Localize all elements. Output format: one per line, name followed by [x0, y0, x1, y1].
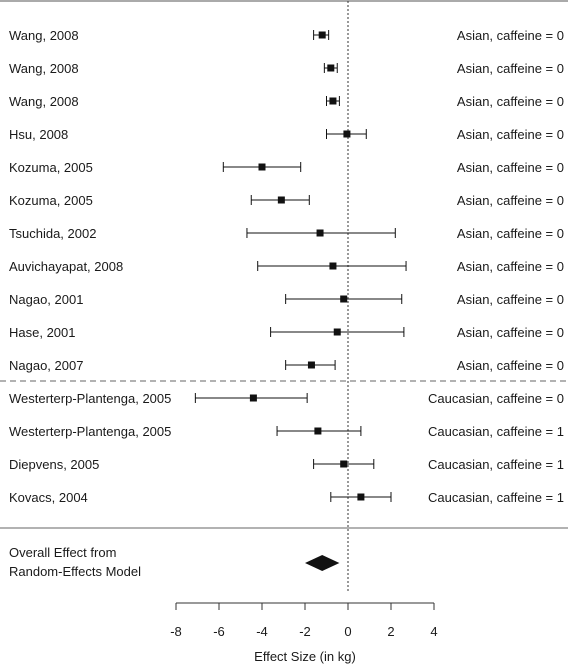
- study-row: Westerterp-Plantenga, 2005 Caucasian, caf…: [9, 391, 564, 406]
- x-tick-label: -6: [213, 624, 225, 639]
- study-group: Caucasian, caffeine = 1: [428, 457, 564, 472]
- study-group: Caucasian, caffeine = 1: [428, 424, 564, 439]
- study-group: Caucasian, caffeine = 0: [428, 391, 564, 406]
- point-estimate: [343, 130, 351, 138]
- study-name: Kozuma, 2005: [9, 160, 93, 175]
- study-group: Asian, caffeine = 0: [457, 226, 564, 241]
- study-row: Auvichayapat, 2008 Asian, caffeine = 0: [9, 259, 564, 274]
- study-row: Hsu, 2008 Asian, caffeine = 0: [9, 127, 564, 142]
- point-estimate: [249, 394, 257, 402]
- study-row: Nagao, 2007 Asian, caffeine = 0: [9, 358, 564, 373]
- point-estimate: [329, 97, 337, 105]
- study-row: Diepvens, 2005 Caucasian, caffeine = 1: [9, 457, 564, 472]
- study-row: Wang, 2008 Asian, caffeine = 0: [9, 28, 564, 43]
- x-tick-label: -8: [170, 624, 182, 639]
- study-group: Asian, caffeine = 0: [457, 193, 564, 208]
- study-row: Wang, 2008 Asian, caffeine = 0: [9, 94, 564, 109]
- point-estimate: [340, 460, 348, 468]
- study-group: Asian, caffeine = 0: [457, 28, 564, 43]
- point-estimate: [333, 328, 341, 336]
- study-name: Wang, 2008: [9, 28, 79, 43]
- study-group: Asian, caffeine = 0: [457, 259, 564, 274]
- study-row: Kozuma, 2005 Asian, caffeine = 0: [9, 160, 564, 175]
- study-name: Westerterp-Plantenga, 2005: [9, 424, 171, 439]
- point-estimate: [316, 229, 324, 237]
- study-name: Westerterp-Plantenga, 2005: [9, 391, 171, 406]
- study-name: Hase, 2001: [9, 325, 76, 340]
- overall-effect-section: Overall Effect from Random-Effects Model: [9, 545, 340, 579]
- overall-label-line1: Overall Effect from: [9, 545, 116, 560]
- x-tick-label: -4: [256, 624, 268, 639]
- study-row: Wang, 2008 Asian, caffeine = 0: [9, 61, 564, 76]
- study-name: Auvichayapat, 2008: [9, 259, 123, 274]
- study-row: Hase, 2001 Asian, caffeine = 0: [9, 325, 564, 340]
- point-estimate: [258, 163, 266, 171]
- x-tick-label: 4: [430, 624, 437, 639]
- study-name: Wang, 2008: [9, 61, 79, 76]
- study-group: Asian, caffeine = 0: [457, 94, 564, 109]
- study-name: Kozuma, 2005: [9, 193, 93, 208]
- study-group: Caucasian, caffeine = 1: [428, 490, 564, 505]
- x-tick-label: 0: [344, 624, 351, 639]
- study-name: Nagao, 2001: [9, 292, 83, 307]
- study-row: Kozuma, 2005 Asian, caffeine = 0: [9, 193, 564, 208]
- overall-effect-diamond: [305, 555, 340, 571]
- study-group: Asian, caffeine = 0: [457, 325, 564, 340]
- point-estimate: [340, 295, 348, 303]
- x-axis-title: Effect Size (in kg): [254, 649, 356, 664]
- study-row: Kovacs, 2004 Caucasian, caffeine = 1: [9, 490, 564, 505]
- study-rows: Wang, 2008 Asian, caffeine = 0 Wang, 2008 A…: [9, 28, 564, 505]
- point-estimate: [307, 361, 315, 369]
- x-tick-label: -2: [299, 624, 311, 639]
- point-estimate: [357, 493, 365, 501]
- study-row: Nagao, 2001 Asian, caffeine = 0: [9, 292, 564, 307]
- point-estimate: [327, 64, 335, 72]
- study-group: Asian, caffeine = 0: [457, 160, 564, 175]
- study-name: Tsuchida, 2002: [9, 226, 96, 241]
- study-group: Asian, caffeine = 0: [457, 358, 564, 373]
- study-name: Kovacs, 2004: [9, 490, 88, 505]
- overall-label-line2: Random-Effects Model: [9, 564, 141, 579]
- study-group: Asian, caffeine = 0: [457, 292, 564, 307]
- point-estimate: [329, 262, 337, 270]
- point-estimate: [314, 427, 322, 435]
- point-estimate: [318, 31, 326, 39]
- study-group: Asian, caffeine = 0: [457, 61, 564, 76]
- study-group: Asian, caffeine = 0: [457, 127, 564, 142]
- study-name: Nagao, 2007: [9, 358, 83, 373]
- study-name: Diepvens, 2005: [9, 457, 99, 472]
- point-estimate: [277, 196, 285, 204]
- study-row: Tsuchida, 2002 Asian, caffeine = 0: [9, 226, 564, 241]
- study-name: Wang, 2008: [9, 94, 79, 109]
- x-axis: -8 -6 -4 -2 0 2 4: [170, 602, 438, 639]
- study-row: Westerterp-Plantenga, 2005 Caucasian, caf…: [9, 424, 564, 439]
- x-tick-label: 2: [387, 624, 394, 639]
- study-name: Hsu, 2008: [9, 127, 68, 142]
